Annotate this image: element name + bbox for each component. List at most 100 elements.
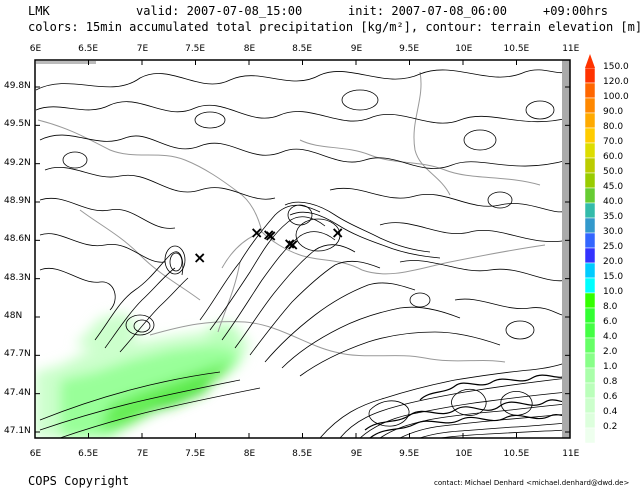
lead-time: +09:00hrs <box>543 4 609 18</box>
alpine-relief <box>364 374 569 438</box>
colorbar-swatch <box>584 367 596 384</box>
colorbar-level-label: 35.0 <box>603 212 624 222</box>
colorbar-level-label: 100.0 <box>603 92 629 102</box>
colorbar-level-label: 0.2 <box>603 422 618 432</box>
tick-marks <box>34 60 571 438</box>
x-tick-label: 11E <box>562 449 580 459</box>
y-tick-label: 49.5N <box>4 119 31 130</box>
x-tick-label: 7.5E <box>185 44 206 54</box>
x-tick-label: 8.5E <box>292 449 313 459</box>
y-tick-label: 47.1N <box>4 426 31 436</box>
colorbar-level-label: 0.4 <box>603 407 618 417</box>
colorbar-swatch <box>584 217 596 234</box>
colorbar-swatch <box>584 427 596 444</box>
y-tick-label: 48.6N <box>4 234 31 245</box>
colorbar-swatch <box>584 247 596 264</box>
colorbar-level-label: 8.0 <box>603 302 618 312</box>
station-marker-icon: × <box>250 223 264 242</box>
x-tick-label: 9E <box>350 44 363 54</box>
init-time: init: 2007-07-08_06:00 <box>348 4 507 18</box>
x-tick-label: 8E <box>243 44 256 54</box>
colorbar-level-label: 2.0 <box>603 347 618 357</box>
station-marker-icon: × <box>286 235 300 254</box>
colorbar-swatch <box>584 337 596 354</box>
copyright-text: COPS Copyright <box>28 474 130 488</box>
y-tick-label: 47.4N <box>4 387 31 398</box>
x-tick-label: 10E <box>455 44 473 54</box>
colorbar-level-label: 30.0 <box>603 227 624 237</box>
colorbar-level-label: 90.0 <box>603 107 624 117</box>
colorbar-level-label: 150.0 <box>603 62 629 72</box>
colorbar-swatch <box>584 352 596 369</box>
x-tick-label: 7E <box>136 44 149 54</box>
colorbar-swatch <box>584 157 596 174</box>
colorbar-swatch <box>584 307 596 324</box>
colorbar-swatch <box>584 292 596 309</box>
station-marker-icon: × <box>262 225 276 244</box>
colorbar-level-label: 1.0 <box>603 362 618 372</box>
x-tick-label: 11E <box>562 44 580 54</box>
x-tick-label: 6E <box>29 44 42 54</box>
x-tick-label: 9E <box>350 449 363 459</box>
colorbar-swatch <box>584 412 596 429</box>
x-tick-label: 6E <box>29 449 42 459</box>
y-tick-label: 49.8N <box>4 81 31 91</box>
colorbar-swatch <box>584 202 596 219</box>
y-tick-label: 47.7N <box>4 349 31 360</box>
valid-time: valid: 2007-07-08_15:00 <box>136 4 303 18</box>
right-edge-strip <box>562 60 570 438</box>
colorbar-swatch <box>584 187 596 204</box>
y-tick-label: 48N <box>4 311 23 321</box>
model-name: LMK <box>28 4 50 18</box>
map-description: colors: 15min accumulated total precipit… <box>28 20 640 34</box>
colorbar-level-label: 120.0 <box>603 77 629 87</box>
station-marker-icon: × <box>264 226 278 245</box>
colorbar-swatch <box>584 142 596 159</box>
x-tick-label: 6.5E <box>78 449 99 459</box>
x-tick-label: 9.5E <box>399 44 420 54</box>
contact-text: contact: Michael Denhard <michael.denhar… <box>434 479 630 487</box>
x-tick-label: 6.5E <box>78 44 99 54</box>
colorbar-swatch <box>584 382 596 399</box>
colorbar-level-label: 0.6 <box>603 392 618 402</box>
colorbar-swatch <box>584 277 596 294</box>
station-marker-icon: × <box>331 223 345 242</box>
station-marker-icon: × <box>193 248 207 267</box>
colorbar <box>584 54 596 444</box>
colorbar-swatch <box>584 262 596 279</box>
y-tick-label: 48.3N <box>4 272 31 283</box>
colorbar-level-label: 15.0 <box>603 272 624 282</box>
colorbar-level-label: 40.0 <box>603 197 624 207</box>
colorbar-swatch <box>584 97 596 114</box>
colorbar-level-label: 10.0 <box>603 287 624 297</box>
colorbar-level-label: 0.8 <box>603 377 618 387</box>
colorbar-swatch <box>584 232 596 249</box>
colorbar-swatch <box>584 322 596 339</box>
colorbar-swatch <box>584 127 596 144</box>
y-tick-label: 49.2N <box>4 157 31 168</box>
colorbar-level-label: 6.0 <box>603 317 618 327</box>
colorbar-level-label: 80.0 <box>603 122 624 132</box>
colorbar-swatch <box>584 82 596 99</box>
colorbar-swatch <box>584 397 596 414</box>
map-edge-strip <box>36 61 96 64</box>
map-area <box>35 60 570 438</box>
colorbar-swatch <box>584 67 596 84</box>
colorbar-swatch <box>584 112 596 129</box>
colorbar-level-label: 50.0 <box>603 167 624 177</box>
y-tick-label: 48.9N <box>4 196 31 206</box>
colorbar-overflow-arrow <box>585 54 595 68</box>
x-tick-label: 8.5E <box>292 44 313 54</box>
x-tick-label: 10.5E <box>503 449 530 459</box>
station-marker-icon: × <box>283 234 297 253</box>
colorbar-level-label: 20.0 <box>603 257 624 267</box>
x-tick-label: 7.5E <box>185 449 206 459</box>
colorbar-level-label: 4.0 <box>603 332 618 342</box>
x-tick-label: 7E <box>136 449 149 459</box>
x-tick-label: 10E <box>455 449 473 459</box>
precipitation-field <box>35 312 250 438</box>
colorbar-level-label: 25.0 <box>603 242 624 252</box>
colorbar-level-label: 45.0 <box>603 182 624 192</box>
colorbar-swatch <box>584 172 596 189</box>
